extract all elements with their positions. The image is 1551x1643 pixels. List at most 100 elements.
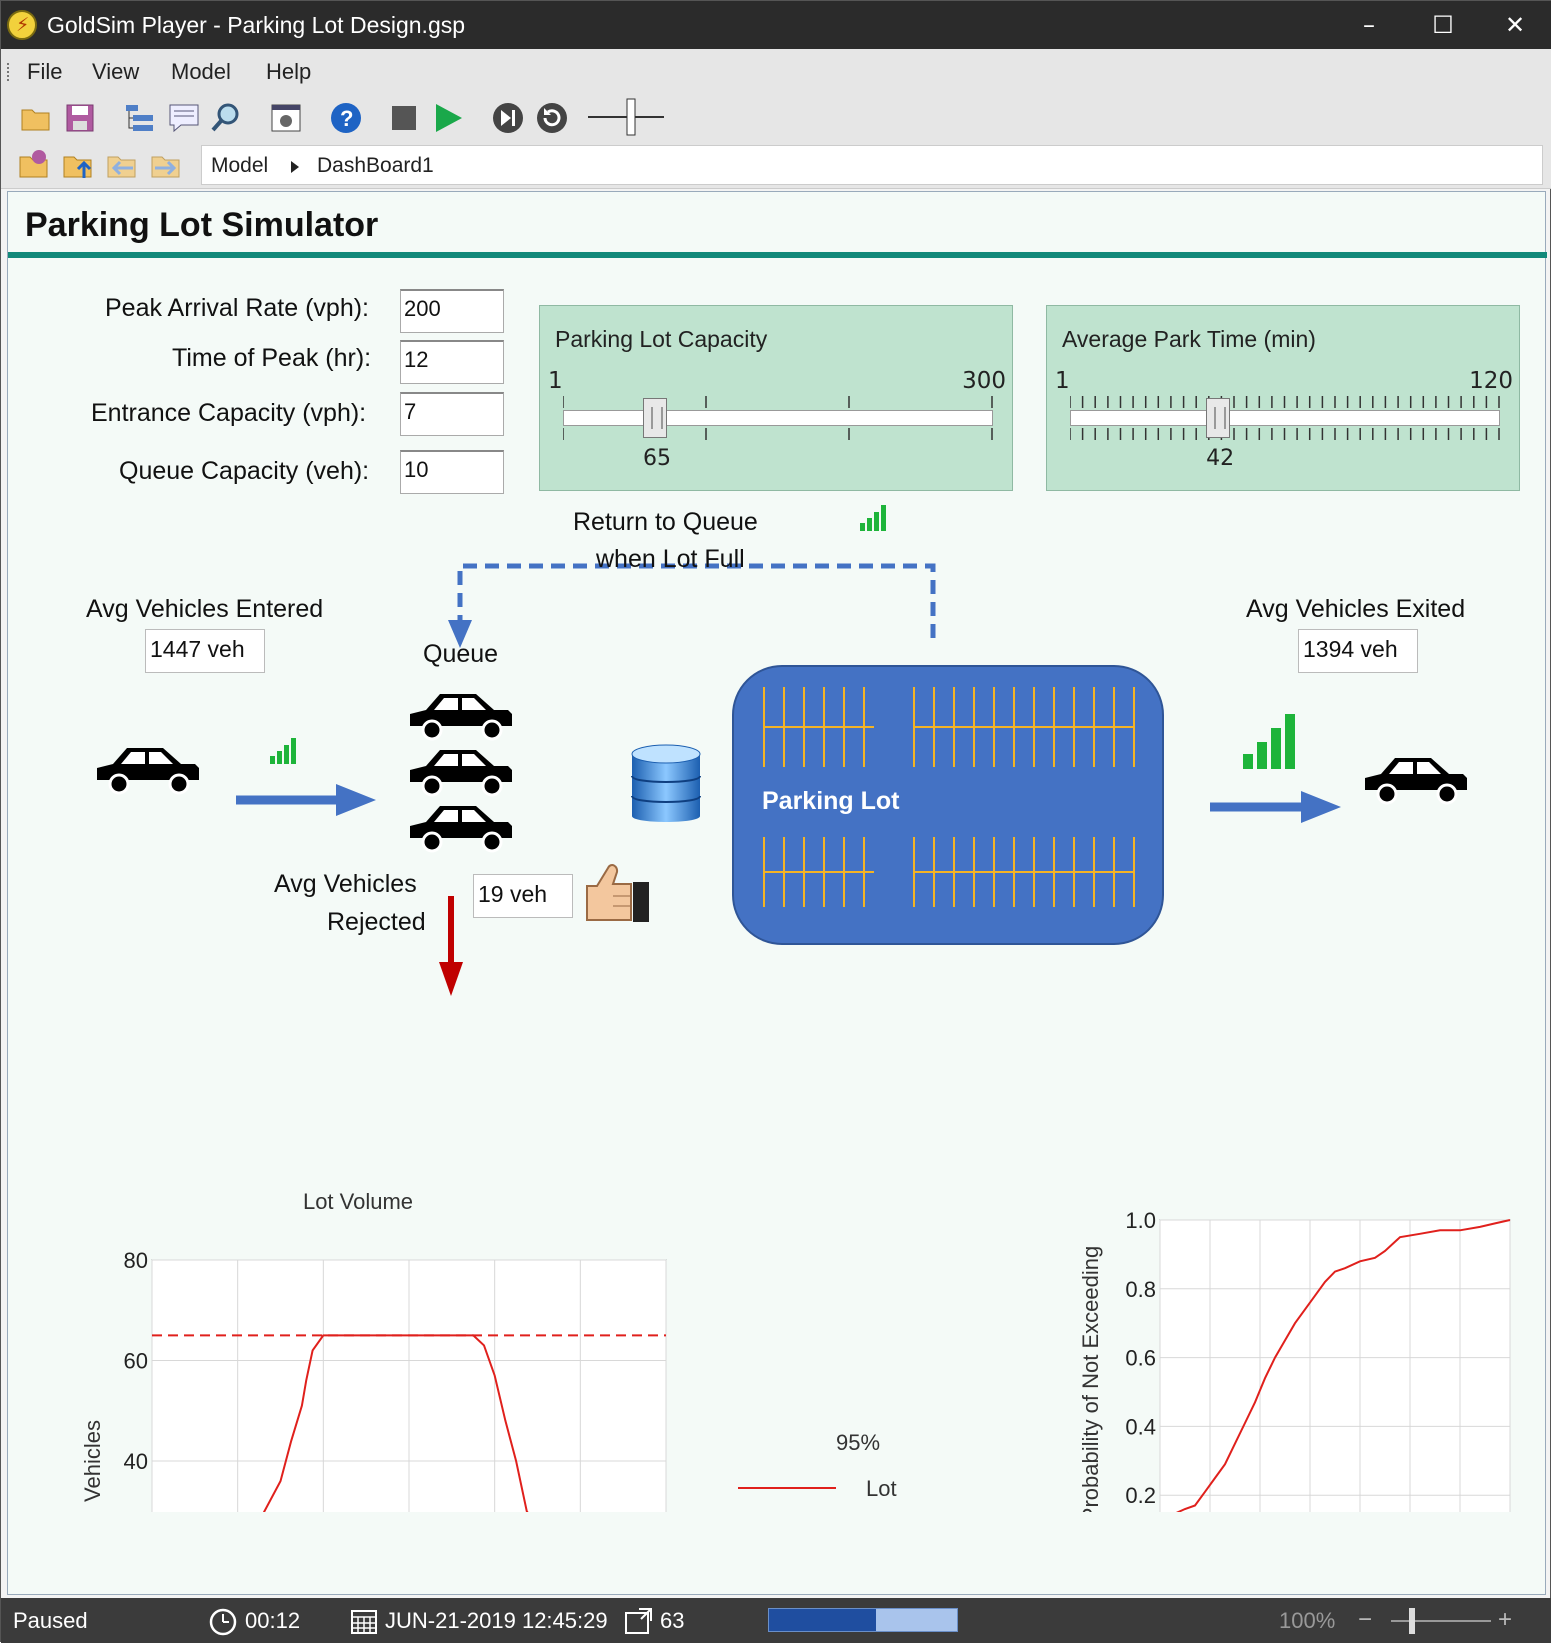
entrance-capacity-field[interactable]: 7 (400, 392, 504, 436)
goldsim-lightning-icon: ⚡ (7, 10, 37, 40)
menu-file[interactable]: File (27, 59, 63, 84)
average-park-time-thumb[interactable] (1206, 398, 1231, 438)
title-divider (8, 252, 1547, 258)
realization-count: 63 (660, 1608, 685, 1633)
stop-icon[interactable] (387, 101, 421, 135)
calendar-icon (351, 1610, 377, 1634)
arriving-car-icon (97, 748, 199, 795)
lot-volume-chart-title: Lot Volume (303, 1189, 413, 1214)
clock-icon (209, 1608, 237, 1636)
lot-volume-chart: Lot Volume0:004:008:0012:0016:0020:000:0… (80, 1189, 932, 1512)
save-icon[interactable] (63, 101, 97, 135)
navigation-bar: Model DashBoard1 (1, 143, 1551, 189)
avg-vehicles-rejected-label: Avg Vehicles (274, 870, 417, 898)
rejected-vehicles-cdf-chart: 0102030405060700.00.20.40.60.81.0Rejecte… (1078, 1208, 1511, 1512)
y-axis-label: Vehicles (80, 1420, 105, 1502)
parking-lot-capacity-track[interactable] (563, 410, 993, 426)
park-time-ticks (1070, 396, 1500, 440)
average-park-time-track[interactable] (1070, 410, 1500, 426)
return-to-queue-label: Return to Queue (573, 508, 758, 536)
breadcrumb-item-model[interactable]: Model (211, 154, 269, 177)
menu-bar: File View Model Help (1, 49, 1551, 93)
window-title: GoldSim Player - Parking Lot Design.gsp (47, 12, 466, 38)
y-tick-label: 80 (124, 1248, 148, 1273)
step-forward-icon[interactable] (491, 101, 525, 135)
average-park-time-min: 1 (1055, 368, 1070, 394)
avg-vehicles-exited-label: Avg Vehicles Exited (1246, 595, 1466, 623)
parking-lot-block: Parking Lot (732, 665, 1164, 945)
breadcrumb-separator-icon (291, 161, 299, 173)
exit-signal-bars-icon (1243, 714, 1295, 769)
average-park-time-max: 120 (1469, 368, 1513, 394)
maximize-button[interactable]: ☐ (1432, 11, 1454, 39)
entry-arrow-head (336, 784, 376, 816)
simulation-settings-icon[interactable] (269, 101, 303, 135)
menu-grip (7, 63, 10, 81)
back-folder-icon[interactable] (105, 148, 139, 182)
queue-label: Queue (423, 640, 499, 668)
menu-model[interactable]: Model (171, 59, 231, 84)
average-park-time-value: 42 (1206, 446, 1235, 471)
exit-arrow-head (1301, 791, 1341, 823)
y-tick-label: 0.8 (1125, 1277, 1156, 1302)
browser-tree-icon[interactable] (123, 101, 157, 135)
title-bar: ⚡ GoldSim Player - Parking Lot Design.gs… (1, 1, 1551, 49)
peak-arrival-rate-label: Peak Arrival Rate (vph): (105, 294, 369, 322)
legend-title: 95% (836, 1430, 880, 1455)
reset-icon[interactable] (535, 101, 569, 135)
y-tick-label: 0.4 (1125, 1414, 1156, 1439)
dashboard: Parking Lot Simulator Peak Arrival Rate … (7, 191, 1547, 1595)
minimize-button[interactable]: – (1363, 11, 1375, 39)
breadcrumb-item-dashboard[interactable]: DashBoard1 (317, 154, 434, 177)
parking-lot-capacity-panel: Parking Lot Capacity 1 300 65 (539, 305, 1013, 491)
up-folder-icon[interactable] (61, 148, 95, 182)
database-icon (631, 744, 701, 822)
parking-lot-capacity-thumb[interactable] (643, 398, 668, 438)
thumbs-up-icon (586, 864, 649, 922)
parking-lot-capacity-min: 1 (548, 368, 563, 394)
home-folder-icon[interactable] (17, 148, 51, 182)
open-folder-icon[interactable] (19, 101, 53, 135)
parking-lot-capacity-value: 65 (643, 446, 672, 471)
y-tick-label: 0.2 (1125, 1483, 1156, 1508)
speed-slider[interactable] (586, 95, 666, 139)
cdf-plot-area (1159, 1219, 1511, 1512)
toolbar: ? (1, 93, 1551, 143)
queue-capacity-field[interactable]: 10 (400, 450, 504, 494)
legend-queue-label: Queue (866, 1508, 932, 1512)
menu-view[interactable]: View (92, 59, 140, 84)
help-icon[interactable]: ? (329, 101, 363, 135)
zoom-out-button[interactable]: − (1358, 1606, 1373, 1633)
average-park-time-title: Average Park Time (min) (1062, 326, 1316, 352)
parking-stalls (763, 687, 1135, 907)
breadcrumb: Model DashBoard1 (201, 145, 1543, 185)
run-play-icon[interactable] (431, 101, 465, 135)
close-button[interactable]: ✕ (1504, 11, 1526, 39)
y-tick-label: 0.6 (1125, 1346, 1156, 1371)
time-of-peak-label: Time of Peak (hr): (172, 344, 372, 372)
forward-folder-icon[interactable] (149, 148, 183, 182)
menu-help[interactable]: Help (266, 59, 312, 84)
zoom-level: 100% (1279, 1608, 1336, 1633)
rejected-arrow-head (439, 962, 463, 996)
find-magnifier-icon[interactable] (209, 101, 243, 135)
time-of-peak-field[interactable]: 12 (400, 340, 504, 384)
when-lot-full-label: when Lot Full (596, 545, 745, 573)
zoom-in-button[interactable]: + (1498, 1606, 1513, 1633)
avg-vehicles-exited-value: 1394 veh (1298, 629, 1418, 673)
run-progress-fill (769, 1609, 877, 1631)
elapsed-time: 00:12 (245, 1608, 301, 1633)
notes-icon[interactable] (167, 101, 201, 135)
avg-vehicles-entered-value: 1447 veh (145, 629, 265, 673)
run-status: Paused (13, 1608, 88, 1633)
parking-lot-label: Parking Lot (762, 787, 900, 815)
queue-capacity-label: Queue Capacity (veh): (119, 457, 370, 485)
parking-lot-capacity-title: Parking Lot Capacity (555, 326, 768, 352)
zoom-slider[interactable] (1391, 1606, 1491, 1636)
peak-arrival-rate-field[interactable]: 200 (400, 289, 504, 333)
y-tick-label: 40 (124, 1449, 148, 1474)
avg-vehicles-entered-label: Avg Vehicles Entered (86, 595, 324, 623)
y-tick-label: 1.0 (1125, 1208, 1156, 1233)
entry-signal-bars-icon (270, 738, 296, 764)
